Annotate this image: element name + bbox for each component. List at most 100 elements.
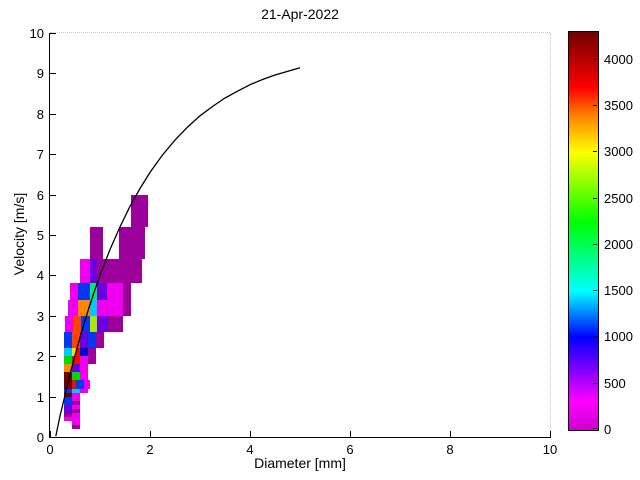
heatmap-cell xyxy=(96,315,108,332)
y-tick-label: 5 xyxy=(36,228,44,243)
heatmap-cell xyxy=(72,420,80,425)
heatmap-cell xyxy=(72,372,80,381)
heatmap-cell xyxy=(78,299,90,316)
y-tick-mark xyxy=(50,356,56,358)
y-tick-mark xyxy=(50,315,56,317)
heatmap-cell xyxy=(64,392,72,397)
colorbar-tick-mark xyxy=(593,336,597,338)
heatmap-cell xyxy=(72,400,80,405)
heatmap-cell xyxy=(123,299,132,316)
colorbar-tick-label: 500 xyxy=(604,375,626,391)
heatmap-cell xyxy=(72,380,76,389)
heatmap-cell xyxy=(76,348,80,357)
heatmap-cell xyxy=(80,388,88,393)
y-tick-label: 3 xyxy=(36,308,44,324)
y-tick-mark xyxy=(50,33,56,34)
heatmap-cell xyxy=(72,412,80,417)
heatmap-cell xyxy=(72,388,80,393)
colorbar-tick-mark xyxy=(593,428,597,429)
x-tick-label: 8 xyxy=(446,442,454,457)
x-tick-label: 10 xyxy=(542,442,558,457)
colorbar-tick-label: 2000 xyxy=(604,236,633,252)
heatmap-cell xyxy=(81,315,90,332)
y-axis-label: Velocity [m/s] xyxy=(11,192,27,276)
colorbar-tick-label: 0 xyxy=(604,422,612,437)
heatmap-cell xyxy=(72,364,80,373)
heatmap-cell xyxy=(70,283,79,300)
x-tick-mark xyxy=(250,431,251,437)
heatmap-cell xyxy=(80,331,88,349)
colorbar-tick-mark xyxy=(593,290,597,292)
plot-area xyxy=(50,33,550,437)
heatmap-cell xyxy=(90,315,97,332)
heatmap-cell xyxy=(107,283,123,300)
x-tick-mark xyxy=(450,431,451,437)
y-tick-label: 8 xyxy=(36,106,44,122)
x-tick-label: 6 xyxy=(346,442,354,457)
y-tick-label: 10 xyxy=(29,26,44,41)
plot-box-right-edge xyxy=(550,33,551,437)
y-tick-label: 7 xyxy=(36,147,44,163)
x-axis-line xyxy=(49,437,551,438)
heatmap-cell xyxy=(80,356,88,365)
heatmap-cell xyxy=(108,315,123,332)
y-tick-mark xyxy=(50,396,56,398)
colorbar-tick-mark xyxy=(593,58,597,60)
heatmap-cell xyxy=(72,408,80,413)
heatmap-cell xyxy=(96,331,104,349)
y-axis-line xyxy=(49,33,50,438)
colorbar xyxy=(568,31,599,431)
y-tick-label: 9 xyxy=(36,66,44,82)
heatmap-cell xyxy=(84,380,90,389)
heatmap-cell xyxy=(72,356,80,365)
colorbar-tick-mark xyxy=(593,151,597,153)
y-tick-label: 0 xyxy=(36,430,44,445)
heatmap-cell xyxy=(65,315,73,332)
heatmap-cell xyxy=(90,299,97,316)
y-tick-mark xyxy=(50,154,56,156)
plot-box-top-edge xyxy=(50,32,550,33)
heatmap-cell xyxy=(88,331,96,349)
colorbar-tick-label: 3000 xyxy=(604,144,633,160)
heatmap-cell xyxy=(64,388,72,393)
y-tick-mark xyxy=(50,73,56,75)
x-axis-label: Diameter [mm] xyxy=(254,455,346,471)
heatmap-cell xyxy=(117,259,142,284)
heatmap-cell xyxy=(123,283,132,300)
heatmap-cell xyxy=(90,226,104,260)
x-tick-mark xyxy=(150,431,151,437)
heatmap-cell xyxy=(64,348,72,357)
heatmap-cell xyxy=(72,396,80,401)
heatmap-cell xyxy=(64,331,72,349)
x-tick-mark xyxy=(50,431,51,437)
colorbar-tick-label: 4000 xyxy=(604,51,633,67)
y-tick-label: 6 xyxy=(36,187,44,203)
x-tick-mark xyxy=(350,431,351,437)
colorbar-tick-label: 2500 xyxy=(604,190,633,206)
heatmap-cell xyxy=(64,372,72,381)
heatmap-cell xyxy=(118,226,145,260)
heatmap-cell xyxy=(80,364,88,373)
x-tick-label: 4 xyxy=(246,442,254,457)
heatmap-cell xyxy=(80,372,88,381)
heatmap-cell xyxy=(72,331,80,349)
heatmap-cell xyxy=(88,348,96,357)
heatmap-cell xyxy=(72,424,80,429)
heatmap-cell xyxy=(72,404,80,409)
colorbar-tick-mark xyxy=(593,243,597,245)
heatmap-cell xyxy=(96,299,107,316)
y-tick-mark xyxy=(50,194,56,196)
colorbar-tick-label: 1500 xyxy=(604,283,633,299)
heatmap-cell xyxy=(80,348,88,357)
x-tick-label: 0 xyxy=(46,442,54,457)
x-tick-mark xyxy=(550,431,551,437)
heatmap-cell xyxy=(64,408,72,413)
heatmap-cell xyxy=(131,194,148,227)
heatmap-cell xyxy=(90,283,97,300)
heatmap-cell xyxy=(64,404,72,409)
heatmap-cell xyxy=(78,283,90,300)
y-tick-mark xyxy=(50,275,56,277)
y-tick-mark xyxy=(50,113,56,115)
heatmap-cell xyxy=(64,412,72,417)
